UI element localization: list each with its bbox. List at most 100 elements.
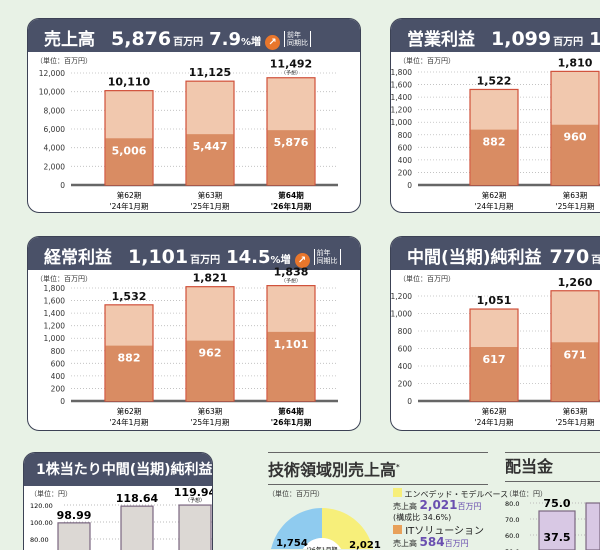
slice-label: 2,021: [349, 540, 381, 550]
total-label: 1,522: [477, 74, 512, 87]
interim-label: 617: [483, 353, 506, 366]
eps-panel: 1株当たり中間(当期)純利益(EPS) （単位：円） 80.00 100.00 12…: [23, 452, 213, 550]
interim-label: 5,876: [274, 136, 309, 149]
y-tick-label: 600: [398, 345, 413, 354]
y-tick-label: 2,000: [44, 162, 66, 171]
interim-label: 671: [564, 348, 587, 361]
pct: 7.9: [209, 29, 241, 50]
legend-swatch: [393, 525, 402, 534]
up-arrow-icon: ↗: [294, 253, 310, 268]
footnote-mark: *: [396, 463, 400, 471]
interim-label: 5,447: [193, 140, 228, 153]
y-tick-label: 1,800: [44, 284, 66, 293]
net-panel: 中間(当期)純利益770百万円1 （単位：百万円） 02004006008001…: [390, 236, 600, 431]
unit: 百万円: [190, 255, 221, 266]
category-label: '25年1月期: [556, 417, 595, 427]
pie-hole: [300, 538, 344, 549]
y-tick-label: 0: [60, 181, 65, 190]
eps-chart: 80.00 100.00 120.00 98.99 118.64 119.94（予想）: [30, 486, 212, 550]
net-header: 中間(当期)純利益770百万円1: [391, 237, 600, 270]
y-tick-label: 800: [398, 131, 413, 140]
bar-dividend-next: [585, 502, 600, 550]
forecast-label: （予想）: [185, 497, 205, 504]
category-label: '24年1月期: [475, 417, 514, 427]
y-tick-label: 0: [60, 397, 65, 406]
total-label: 1,821: [193, 272, 228, 285]
tech-title-text: 技術領域別売上高: [268, 460, 397, 480]
bar-interim: [105, 138, 153, 185]
yoy-line: 前年: [316, 248, 331, 257]
category-label: '24年1月期: [110, 201, 149, 211]
bar-dividend-full: [538, 510, 576, 550]
sales-value: 584: [419, 535, 445, 549]
category-label: 第62期: [117, 190, 142, 200]
total-label: 1,051: [477, 294, 512, 307]
y-tick-label: 600: [51, 359, 66, 368]
category-label: 第63期: [563, 190, 588, 200]
interim-label: 962: [199, 347, 222, 360]
total-label: 1,260: [558, 276, 593, 289]
category-label: 第63期: [563, 406, 588, 416]
y-tick-label: 600: [398, 143, 413, 152]
category-label: 第62期: [482, 190, 507, 200]
div-title: 配当金: [505, 452, 600, 482]
y-tick-label: 80.00: [30, 536, 49, 544]
total-label: 11,492: [270, 58, 312, 71]
title: 売上高: [44, 30, 95, 50]
category-label: '25年1月期: [191, 201, 230, 211]
inc: 増: [251, 37, 262, 48]
bar-interim: [551, 342, 599, 401]
y-tick-label: 1,200: [391, 106, 412, 115]
y-tick-label: 200: [51, 384, 66, 393]
pie-slice: [270, 508, 322, 549]
sales-header: 売上高 5,876 百万円 7.9% 増 ↗ 前年 同期比: [28, 19, 360, 52]
unit-label: （単位：百万円）: [36, 275, 92, 283]
pct-unit: %: [241, 37, 252, 48]
y-tick-label: 400: [398, 362, 413, 371]
y-tick-label: 1,000: [44, 334, 66, 343]
value-label: 75.0: [543, 497, 570, 510]
bar-interim: [267, 130, 315, 185]
unit-label: （単位：百万円）: [399, 275, 455, 283]
forecast-label: （予想）: [281, 278, 301, 285]
category-label: 第63期: [198, 190, 223, 200]
pct-unit: %: [270, 255, 281, 266]
y-tick-label: 50.0: [505, 548, 519, 550]
headline-value: 1,101: [128, 246, 189, 268]
sales-panel: 売上高 5,876 百万円 7.9% 増 ↗ 前年 同期比 （単位：百万円） 0 2,000 4,…: [27, 18, 361, 213]
total-label: 1,532: [112, 290, 147, 303]
title: 中間(当期)純利益: [407, 248, 542, 268]
tech-legend: エンベデッド・モデルベース 売上高 2,021百万円 (構成比 34.6%) I…: [393, 488, 508, 549]
category-label: '25年1月期: [556, 201, 595, 211]
bar-interim: [470, 347, 518, 401]
yoy: 前年 同期比: [284, 30, 312, 47]
bar-eps: [178, 504, 212, 550]
y-tick-label: 1,000: [391, 310, 412, 319]
sales-unit: 百万円: [457, 502, 482, 511]
sales-chart: 0 2,000 4,000 6,000 8,000 10,000 12,000 5,006 10…: [39, 58, 338, 211]
ratio: (構成比 34.6%): [393, 513, 452, 522]
tech-unit: （単位：百万円）: [268, 490, 324, 498]
value-label: 98.99: [57, 509, 92, 522]
title: 営業利益: [407, 30, 475, 50]
legend-name: エンベデッド・モデルベース: [404, 490, 509, 499]
net-chart: 0 200 400 600 800 1,000 1,200 617 1,051 第62期'24年1…: [391, 276, 600, 427]
y-tick-label: 200: [398, 168, 413, 177]
y-tick-label: 1,800: [391, 68, 412, 77]
center-label: '26年1月期: [306, 546, 337, 550]
yoy: 前年 同期比: [313, 248, 341, 265]
y-tick-label: 12,000: [39, 69, 65, 78]
pct: 14.5: [226, 247, 271, 268]
category-label: '25年1月期: [191, 417, 230, 427]
sales-value: 2,021: [419, 498, 458, 512]
bar-interim: [267, 331, 315, 401]
y-tick-label: 60.0: [505, 532, 519, 540]
inc: 増: [280, 255, 291, 266]
div-unit: （単位：円）: [505, 490, 547, 498]
unit: 百万円: [591, 251, 600, 266]
y-tick-label: 1,400: [391, 93, 412, 102]
sales-label: 売上高: [393, 502, 417, 511]
title: 1株当たり中間(当期)純利益(EPS): [36, 462, 213, 478]
